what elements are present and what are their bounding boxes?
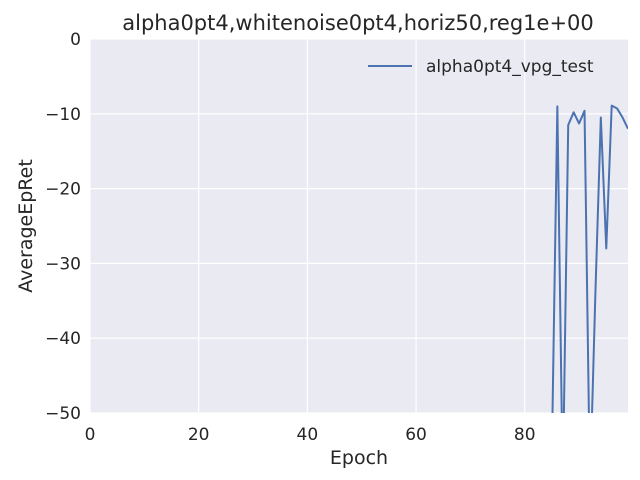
y-tick-label: −10 xyxy=(45,105,81,125)
plot-area xyxy=(90,39,628,413)
x-tick-label: 60 xyxy=(405,425,427,445)
x-tick-label: 0 xyxy=(85,425,96,445)
series-line-alpha0pt4-vpg-test xyxy=(551,104,628,413)
x-tick-label: 20 xyxy=(188,425,210,445)
y-tick-label: −30 xyxy=(45,254,81,274)
y-tick-label: −20 xyxy=(45,180,81,200)
series-layer xyxy=(551,104,628,413)
legend-label-alpha0pt4-vpg-test: alpha0pt4_vpg_test xyxy=(426,57,594,77)
y-axis-label: AverageEpRet xyxy=(15,159,37,293)
x-tick-label: 80 xyxy=(514,425,536,445)
y-tick-label: −50 xyxy=(45,404,81,424)
chart-title: alpha0pt4,whitenoise0pt4,horiz50,reg1e+0… xyxy=(122,11,594,35)
y-tick-label: −40 xyxy=(45,329,81,349)
x-axis-label: Epoch xyxy=(330,447,388,469)
grid-lines xyxy=(89,38,628,414)
x-axis-ticks: 0 20 40 60 80 xyxy=(85,425,536,445)
x-tick-label: 40 xyxy=(297,425,319,445)
legend: alpha0pt4_vpg_test xyxy=(368,57,594,77)
y-axis-ticks: 0 −10 −20 −30 −40 −50 xyxy=(45,30,81,424)
y-tick-label: 0 xyxy=(70,30,81,50)
